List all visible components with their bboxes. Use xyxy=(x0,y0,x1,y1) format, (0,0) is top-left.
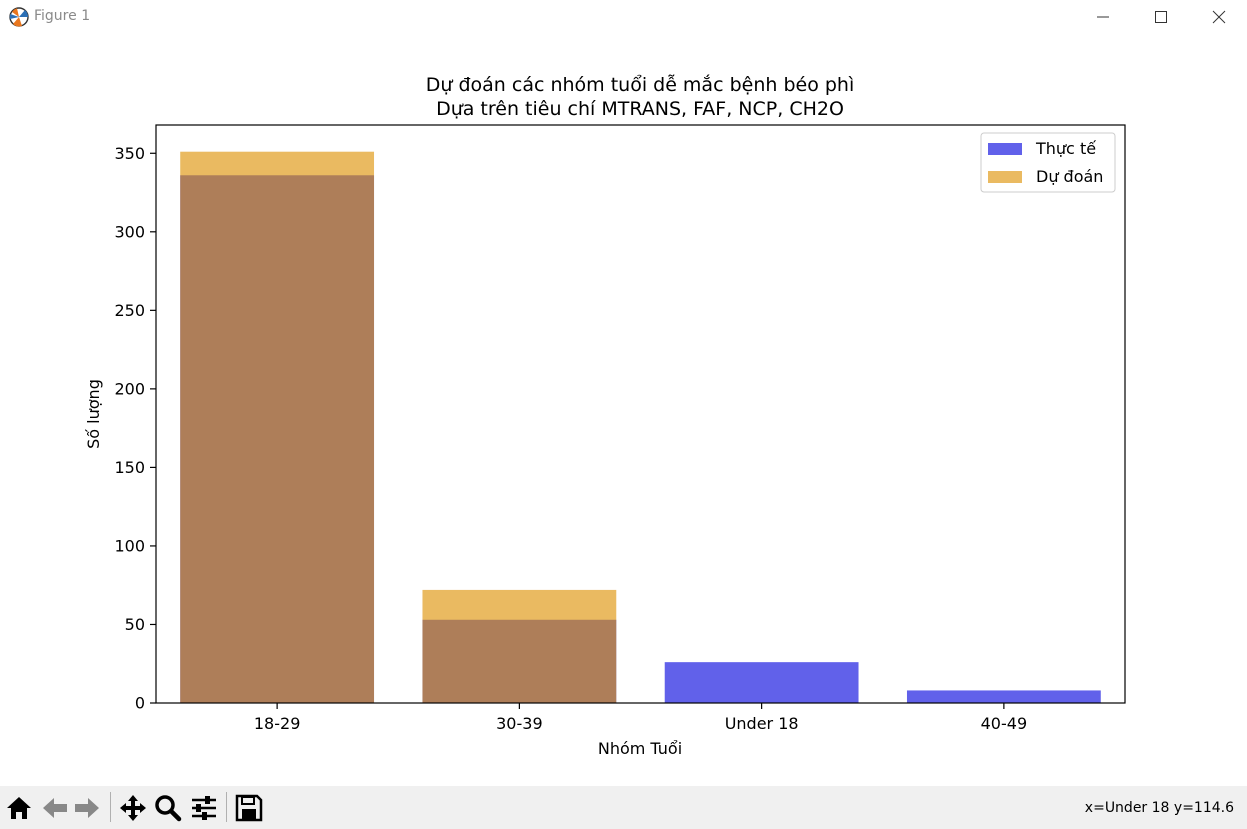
close-icon xyxy=(1212,10,1226,24)
plot-frame xyxy=(155,124,1126,704)
chart-title: Dự đoán các nhóm tuổi dễ mắc bệnh béo ph… xyxy=(426,73,854,96)
pan-icon xyxy=(120,795,146,821)
configure-icon xyxy=(192,796,216,820)
x-axis: 18-29 30-39 Under 18 40-49 xyxy=(254,703,1027,733)
toolbar-separator xyxy=(110,792,111,822)
bar-predicted-0 xyxy=(180,151,375,704)
toolbar-separator xyxy=(226,792,227,822)
cursor-coordinates: x=Under 18 y=114.6 xyxy=(1084,800,1234,816)
y-tick-label-4: 200 xyxy=(114,379,145,398)
legend-swatch-0 xyxy=(988,143,1022,155)
bars-group xyxy=(180,151,1101,704)
save-icon xyxy=(235,794,263,822)
legend-swatch-1 xyxy=(988,171,1022,183)
y-tick-label-7: 350 xyxy=(114,144,145,163)
minimize-icon xyxy=(1097,16,1109,18)
save-button[interactable] xyxy=(234,794,264,822)
y-tick-label-2: 100 xyxy=(114,536,145,555)
x-tick-label-0: 18-29 xyxy=(254,714,301,733)
legend-label-1: Dự đoán xyxy=(1036,167,1103,186)
bar-chart: Dự đoán các nhóm tuổi dễ mắc bệnh béo ph… xyxy=(84,73,1126,758)
back-icon xyxy=(43,798,67,818)
maximize-button[interactable] xyxy=(1132,0,1190,34)
legend: Thực tế Dự đoán xyxy=(980,132,1116,193)
pan-button[interactable] xyxy=(118,794,148,822)
y-axis-label: Số lượng xyxy=(84,379,103,449)
x-axis-label: Nhóm Tuổi xyxy=(598,739,682,758)
x-tick-label-3: 40-49 xyxy=(981,714,1028,733)
y-tick-label-0: 0 xyxy=(135,694,145,713)
x-tick-label-2: Under 18 xyxy=(725,714,799,733)
zoom-icon xyxy=(155,795,182,822)
y-axis: 0 50 100 150 200 250 300 350 xyxy=(114,144,156,713)
home-button[interactable] xyxy=(4,794,34,822)
navigation-toolbar: x=Under 18 y=114.6 xyxy=(0,786,1247,829)
close-button[interactable] xyxy=(1190,0,1247,34)
legend-label-0: Thực tế xyxy=(1035,139,1096,158)
back-button[interactable] xyxy=(40,794,70,822)
window-titlebar: Figure 1 xyxy=(0,0,1247,34)
matplotlib-icon xyxy=(9,7,29,27)
forward-icon xyxy=(75,798,99,818)
forward-button[interactable] xyxy=(72,794,102,822)
y-tick-label-3: 150 xyxy=(114,458,145,477)
bar-predicted-1 xyxy=(422,589,617,703)
maximize-icon xyxy=(1155,11,1167,23)
zoom-button[interactable] xyxy=(153,794,183,822)
y-tick-label-5: 250 xyxy=(114,301,145,320)
configure-button[interactable] xyxy=(189,794,219,822)
bar-actual-3 xyxy=(906,690,1101,703)
chart-subtitle: Dựa trên tiêu chí MTRANS, FAF, NCP, CH2O xyxy=(436,98,844,120)
y-tick-label-6: 300 xyxy=(114,222,145,241)
home-icon xyxy=(7,797,31,819)
bar-actual-2 xyxy=(664,662,859,703)
window-title: Figure 1 xyxy=(34,8,91,24)
figure-canvas: Dự đoán các nhóm tuổi dễ mắc bệnh béo ph… xyxy=(0,34,1247,786)
y-tick-label-1: 50 xyxy=(125,615,145,634)
x-tick-label-1: 30-39 xyxy=(496,714,543,733)
minimize-button[interactable] xyxy=(1074,0,1132,34)
